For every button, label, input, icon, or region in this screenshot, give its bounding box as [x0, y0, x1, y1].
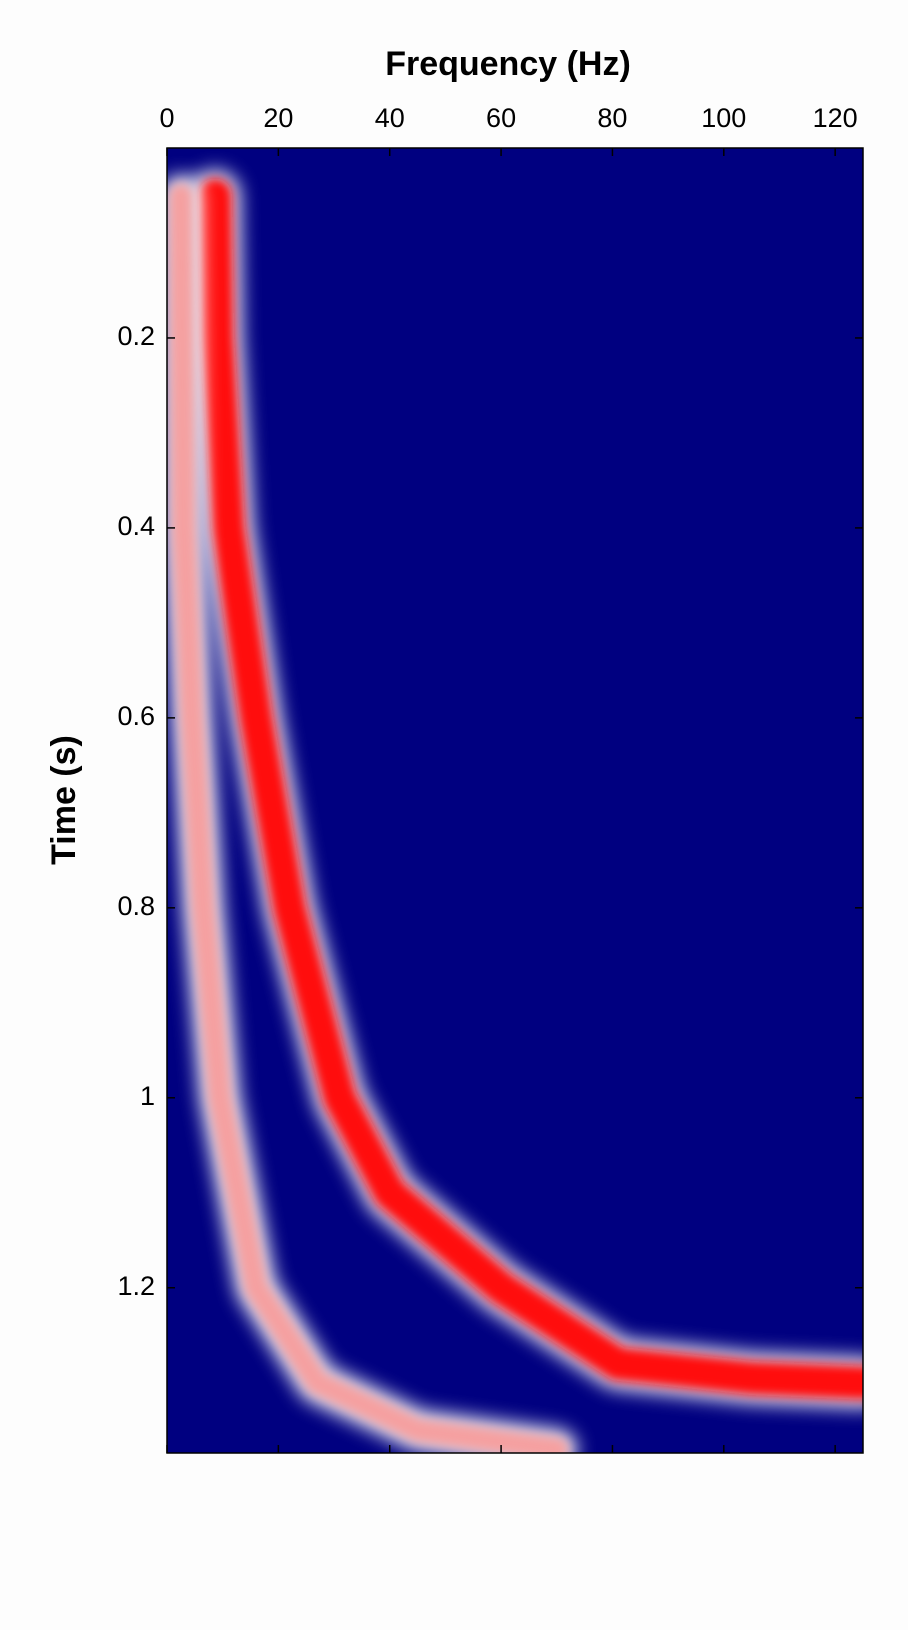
- y-tick-label: 1: [140, 1081, 155, 1111]
- y-tick-label: 0.6: [117, 701, 155, 731]
- x-tick-label: 120: [813, 103, 858, 133]
- x-tick-label: 40: [375, 103, 405, 133]
- y-axis-label: Time (s): [45, 735, 83, 865]
- ridge: [168, 183, 569, 1453]
- x-tick-label: 100: [701, 103, 746, 133]
- y-tick-label: 0.4: [117, 511, 155, 541]
- x-tick-label: 20: [263, 103, 293, 133]
- y-tick-label: 0.8: [117, 891, 155, 921]
- ridge: [197, 178, 863, 1400]
- x-axis-label: Frequency (Hz): [385, 45, 631, 83]
- x-tick-label: 0: [159, 103, 174, 133]
- plot-frame: [166, 147, 864, 1454]
- y-tick-label: 0.2: [117, 321, 155, 351]
- plot-area: [167, 169, 863, 1453]
- y-tick-label: 1.2: [117, 1271, 155, 1301]
- x-tick-label: 60: [486, 103, 516, 133]
- x-tick-label: 80: [597, 103, 627, 133]
